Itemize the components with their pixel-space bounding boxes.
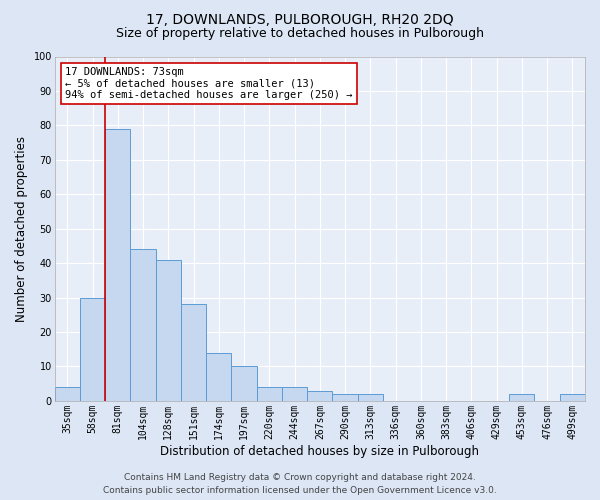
Bar: [156, 260, 181, 401]
Text: 17 DOWNLANDS: 73sqm
← 5% of detached houses are smaller (13)
94% of semi-detache: 17 DOWNLANDS: 73sqm ← 5% of detached hou…: [65, 67, 353, 100]
Bar: [105, 129, 130, 401]
Bar: [282, 387, 307, 401]
Bar: [307, 390, 332, 401]
Bar: [130, 250, 156, 401]
Bar: [80, 298, 105, 401]
Y-axis label: Number of detached properties: Number of detached properties: [15, 136, 28, 322]
Text: 17, DOWNLANDS, PULBOROUGH, RH20 2DQ: 17, DOWNLANDS, PULBOROUGH, RH20 2DQ: [146, 12, 454, 26]
Bar: [206, 352, 232, 401]
Text: Size of property relative to detached houses in Pulborough: Size of property relative to detached ho…: [116, 28, 484, 40]
Bar: [332, 394, 358, 401]
Bar: [358, 394, 383, 401]
Bar: [560, 394, 585, 401]
Bar: [181, 304, 206, 401]
Bar: [509, 394, 535, 401]
Bar: [232, 366, 257, 401]
X-axis label: Distribution of detached houses by size in Pulborough: Distribution of detached houses by size …: [160, 444, 479, 458]
Bar: [257, 387, 282, 401]
Bar: [55, 387, 80, 401]
Text: Contains HM Land Registry data © Crown copyright and database right 2024.
Contai: Contains HM Land Registry data © Crown c…: [103, 474, 497, 495]
